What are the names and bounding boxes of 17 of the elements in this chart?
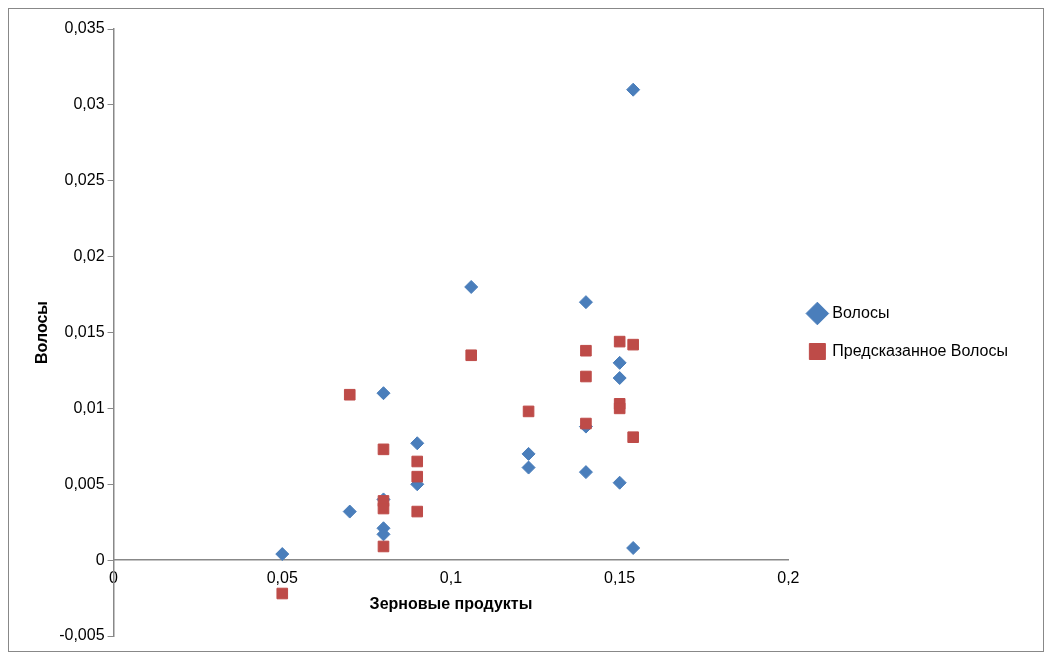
y-tick-label: 0,02 [73, 247, 105, 265]
legend-label: Предсказанное Волосы [832, 341, 1009, 359]
x-tick-label: 0,1 [439, 569, 463, 587]
y-tick-label: 0,005 [64, 474, 105, 492]
legend-label: Волосы [832, 303, 890, 321]
y-axis-title: Волосы [33, 300, 51, 365]
x-tick-label: 0,2 [777, 569, 800, 587]
x-tick-label: 0,15 [604, 569, 636, 587]
y-tick-label: 0,025 [64, 171, 105, 189]
y-tick-label: 0,015 [64, 322, 105, 340]
y-tick-label: 0,01 [73, 398, 105, 416]
x-axis-title: Зерновые продукты [369, 595, 533, 613]
y-tick-label: 0,03 [73, 95, 105, 113]
x-tick-label: 0,05 [266, 569, 298, 587]
y-tick-label: -0,005 [59, 626, 105, 644]
y-tick-label: 0,035 [64, 19, 105, 37]
y-tick-label: 0 [95, 550, 105, 568]
